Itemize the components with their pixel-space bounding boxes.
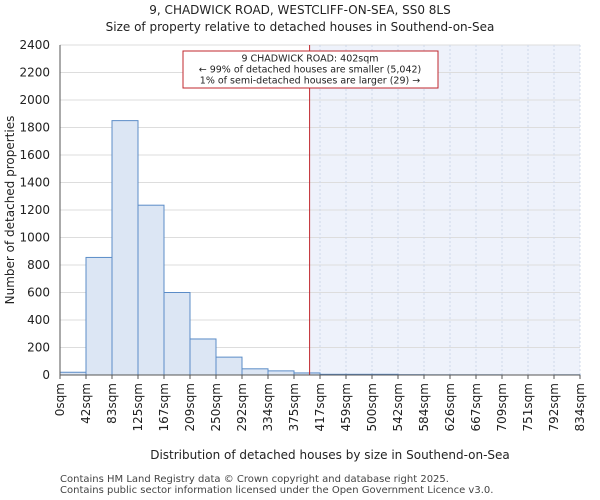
annotation-line-1: 9 CHADWICK ROAD: 402sqm xyxy=(241,54,378,65)
footer-line-2: Contains public sector information licen… xyxy=(60,485,494,496)
x-tick-label: 375sqm xyxy=(287,383,301,431)
x-tick-label: 167sqm xyxy=(157,383,171,431)
x-tick-label: 334sqm xyxy=(261,383,275,431)
annotation-box: 9 CHADWICK ROAD: 402sqm ← 99% of detache… xyxy=(182,50,439,89)
y-tick-label: 2000 xyxy=(19,93,50,107)
x-tick-label: 0sqm xyxy=(53,383,67,416)
y-tick-label: 1200 xyxy=(19,203,50,217)
x-tick-label: 209sqm xyxy=(183,383,197,431)
y-tick-label: 1800 xyxy=(19,121,50,135)
x-tick-label: 292sqm xyxy=(235,383,249,431)
y-tick-label: 2200 xyxy=(19,66,50,80)
histogram-chart: 0 200 400 600 800 1000 1200 1400 1600 1800 2000 220… xyxy=(3,38,587,462)
y-tick-label: 800 xyxy=(27,258,50,272)
x-tick-label: 83sqm xyxy=(105,383,119,424)
x-tick-label: 709sqm xyxy=(495,383,509,431)
x-tick-label: 626sqm xyxy=(443,383,457,431)
x-axis-label: Distribution of detached houses by size … xyxy=(150,448,510,462)
annotation-line-3: 1% of semi-detached houses are larger (2… xyxy=(200,76,420,87)
x-tick-label: 417sqm xyxy=(313,383,327,431)
y-tick-label: 200 xyxy=(27,341,50,355)
x-tick-label: 459sqm xyxy=(339,383,353,431)
x-tick-label: 542sqm xyxy=(391,383,405,431)
y-tick-label: 1400 xyxy=(19,176,50,190)
chart-title: 9, CHADWICK ROAD, WESTCLIFF-ON-SEA, SS0 … xyxy=(149,3,451,17)
x-tick-label: 667sqm xyxy=(469,383,483,431)
histogram-bar xyxy=(85,256,113,376)
x-tick-label: 42sqm xyxy=(79,383,93,424)
x-tick-label: 250sqm xyxy=(209,383,223,431)
y-tick-label: 600 xyxy=(27,286,50,300)
x-tick-label: 834sqm xyxy=(573,383,587,431)
histogram-bar xyxy=(111,120,139,376)
footer-line-1: Contains HM Land Registry data © Crown c… xyxy=(60,474,449,485)
x-tick-label: 500sqm xyxy=(365,383,379,431)
histogram-bar xyxy=(241,368,269,376)
x-tick-label: 125sqm xyxy=(131,383,145,431)
y-tick-label: 1000 xyxy=(19,231,50,245)
histogram-bar xyxy=(267,370,295,376)
annotation-line-2: ← 99% of detached houses are smaller (5,… xyxy=(199,65,422,76)
histogram-bar xyxy=(215,356,243,376)
x-tick-label: 584sqm xyxy=(417,383,431,431)
y-tick-label: 2400 xyxy=(19,38,50,52)
histogram-bar xyxy=(189,338,217,376)
chart-subtitle: Size of property relative to detached ho… xyxy=(105,20,495,34)
y-tick-label: 0 xyxy=(42,368,50,382)
y-tick-label: 1600 xyxy=(19,148,50,162)
histogram-bar xyxy=(137,204,165,376)
x-tick-label: 792sqm xyxy=(547,383,561,431)
y-axis-label: Number of detached properties xyxy=(3,116,17,305)
y-tick-label: 400 xyxy=(27,313,50,327)
histogram-bar xyxy=(163,292,191,376)
x-tick-label: 751sqm xyxy=(521,383,535,431)
